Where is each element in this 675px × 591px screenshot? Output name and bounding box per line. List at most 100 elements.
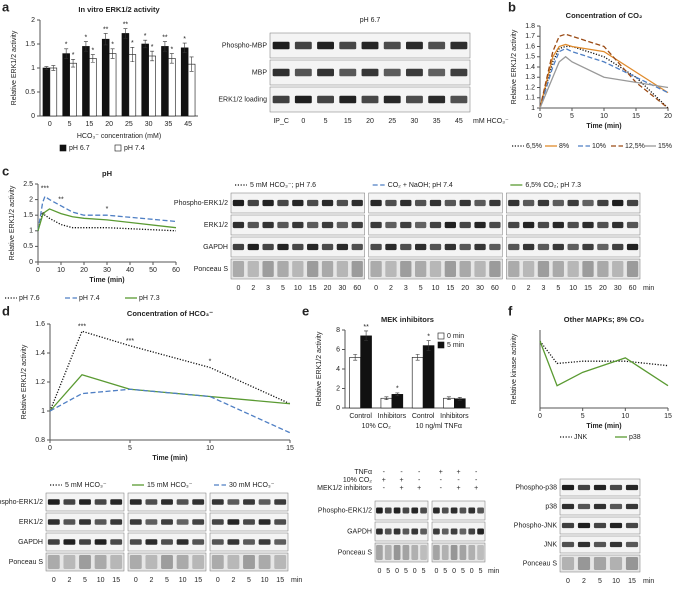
line — [37, 195, 177, 231]
blot-row-label: JNK — [544, 541, 558, 548]
blot-band — [582, 221, 594, 229]
x-tick-label: 0 — [48, 445, 52, 452]
blot-band — [370, 199, 382, 207]
blot-band — [336, 261, 349, 277]
treatment-label: MEK1/2 inhibitors — [317, 485, 372, 492]
blot-band — [428, 41, 446, 50]
lane-label: 15 — [194, 577, 202, 584]
blot-band — [272, 41, 290, 50]
blot-band — [192, 499, 205, 505]
blot-band — [274, 539, 287, 545]
lane-label: 10 — [179, 577, 187, 584]
y-tick-label: 1.4 — [525, 64, 535, 71]
blot-band — [609, 557, 623, 570]
blot-band — [351, 261, 363, 277]
blot-band — [577, 484, 591, 491]
treatment-sign: - — [457, 477, 460, 484]
blot-band — [294, 41, 312, 50]
lane-label: 10 — [261, 577, 269, 584]
blot-band — [129, 555, 142, 569]
y-tick-label: 2 — [336, 385, 340, 392]
blot-band — [129, 519, 142, 525]
y-tick-label: 1.6 — [35, 321, 45, 328]
lane-label: 5 — [165, 577, 169, 584]
blot-band — [361, 95, 379, 104]
line — [539, 340, 669, 367]
blot-band — [94, 519, 107, 525]
y-tick-label: 2 — [29, 196, 33, 203]
x-tick-label: 15 — [664, 413, 672, 420]
blot-band — [450, 41, 468, 50]
blot-band — [474, 261, 486, 277]
error-bar — [51, 65, 56, 71]
blot-band — [597, 221, 609, 229]
blot-row-label: p38 — [545, 503, 557, 510]
bar — [108, 53, 117, 117]
error-bar — [415, 354, 420, 361]
blot-title: pH 6.7 — [360, 17, 381, 24]
blot-band — [232, 261, 245, 277]
x-tick-label: 10 — [206, 445, 214, 452]
treatment-label: TNFα — [354, 469, 372, 476]
y-tick-label: 1.8 — [525, 23, 535, 30]
blot-band — [258, 539, 271, 545]
lane-label: 5 — [247, 577, 251, 584]
lane-label: 5 — [479, 568, 483, 575]
blot-band — [415, 199, 427, 207]
significance: * — [151, 44, 154, 51]
lane-label: 10 — [97, 577, 105, 584]
blot-band — [94, 539, 107, 545]
lane-label: 0 — [413, 568, 417, 575]
error-bar — [446, 396, 451, 401]
blot-row-label: ERK1/2 — [19, 519, 43, 526]
blot-band — [247, 243, 259, 251]
bar — [49, 67, 58, 117]
blot-band — [626, 221, 639, 229]
lane-label: 2 — [251, 285, 255, 292]
lane-label: 20 — [324, 285, 332, 292]
error-bar — [395, 392, 400, 397]
blot-band — [258, 555, 271, 569]
blot-band — [145, 539, 158, 545]
lane-label: 5 — [422, 568, 426, 575]
blot-band — [243, 499, 255, 505]
group-label: 10 ng/ml TNFα — [416, 423, 462, 430]
lane-label: 5 — [598, 578, 602, 585]
x-axis-label: Time (min) — [152, 455, 187, 462]
treatment-sign: + — [474, 485, 478, 492]
blot-band — [577, 503, 591, 510]
blot-band — [625, 503, 639, 510]
lane-unit: min — [643, 578, 654, 585]
treatment-sign: - — [383, 469, 386, 476]
blot-band — [450, 545, 458, 560]
error-bar — [162, 41, 167, 52]
lane-label: 5 — [443, 568, 447, 575]
blot-band — [597, 243, 609, 251]
treatment-label: 10% CO₂ — [343, 477, 372, 484]
blot-band — [415, 221, 427, 229]
blot-band — [307, 261, 319, 277]
error-bar — [83, 41, 88, 52]
blot-band — [567, 243, 579, 251]
error-bar — [64, 48, 69, 59]
blot-band — [336, 199, 349, 207]
lane-label: 3 — [404, 285, 408, 292]
blot-band — [94, 499, 107, 505]
lane-label: 60 — [491, 285, 499, 292]
lane-label: 2 — [67, 577, 71, 584]
bar — [89, 58, 97, 117]
blot-band — [294, 95, 312, 104]
x-tick-label: Control — [349, 413, 372, 420]
bar — [161, 46, 169, 117]
panel-letter: a — [2, 0, 10, 14]
y-tick-label: 4 — [336, 366, 340, 373]
blot-row-label: Phospho-ERK1/2 — [0, 499, 43, 506]
legend-label: pH 6.7 — [69, 145, 90, 152]
blot-row-label: Ponceau S — [523, 560, 558, 567]
lane-label: 30 — [338, 285, 346, 292]
blot-header: 6,5% CO₂; pH 7.3 — [525, 182, 581, 189]
legend-label: pH 7.6 — [19, 295, 40, 302]
blot-band — [243, 539, 255, 545]
blot-band — [577, 557, 591, 570]
x-axis-label: Time (min) — [586, 423, 621, 430]
